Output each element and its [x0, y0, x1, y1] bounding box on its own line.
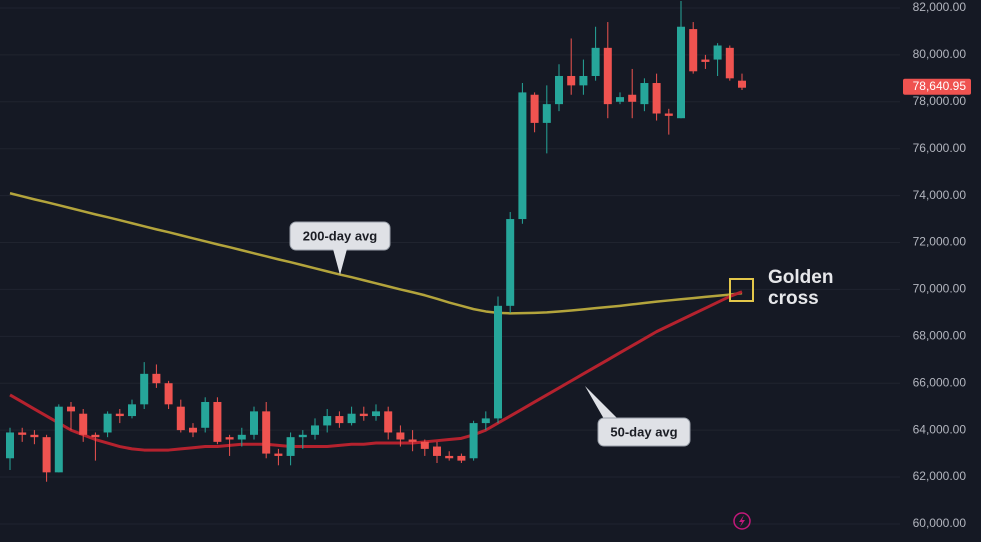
candle-body	[225, 437, 234, 440]
callout-pointer	[333, 249, 347, 275]
price-axis: 60,000.00 62,000.00 64,000.00 66,000.00 68,0…	[903, 0, 971, 530]
y-tick-label: 78,000.00	[913, 94, 967, 108]
candle-body	[433, 446, 441, 456]
moving-average-line	[9, 290, 743, 452]
y-tick-label: 76,000.00	[913, 141, 967, 155]
candle-body	[506, 219, 515, 306]
candle-body	[628, 94, 637, 102]
candle-body	[652, 83, 661, 114]
y-tick-label: 60,000.00	[913, 516, 967, 530]
candle-body	[67, 406, 75, 412]
candle-body	[738, 80, 746, 88]
candle-body	[469, 423, 478, 459]
candle-body	[115, 413, 124, 417]
candle-body	[335, 416, 344, 424]
y-tick-label: 74,000.00	[913, 188, 967, 202]
legend-label: 200-day avg	[303, 228, 377, 243]
golden-cross-marker	[729, 278, 754, 302]
moving-averages	[9, 192, 743, 452]
candle-body	[164, 383, 173, 405]
candle-body	[372, 411, 380, 417]
last-price-label: 78,640.95	[913, 79, 967, 93]
candle-body	[396, 432, 405, 440]
candle-body	[323, 416, 332, 426]
candle-body	[201, 401, 210, 428]
candle-body	[311, 425, 319, 435]
candle-body	[567, 75, 576, 86]
candle-body	[384, 411, 393, 433]
grid	[0, 7, 900, 525]
candle-body	[347, 413, 356, 424]
y-tick-label: 64,000.00	[913, 422, 967, 436]
candle-body	[262, 411, 271, 454]
candle-body	[518, 92, 527, 220]
candle-body	[274, 453, 283, 456]
callout-50: 50-day avg	[585, 386, 691, 447]
candle-body	[18, 432, 27, 435]
bolt-icon[interactable]	[733, 512, 751, 530]
y-tick-label: 68,000.00	[913, 328, 967, 342]
bolt-circle[interactable]	[733, 512, 751, 530]
candle-body	[616, 97, 624, 102]
last-price-box	[903, 78, 971, 95]
candle-body	[481, 418, 490, 424]
candle-body	[189, 427, 197, 433]
callout-pointer	[585, 386, 618, 419]
candle-body	[140, 373, 149, 405]
candle-body	[250, 411, 258, 435]
candle-body	[30, 434, 39, 438]
callout-box	[597, 417, 691, 447]
candle-body	[103, 413, 112, 433]
candle-body	[213, 401, 222, 442]
candle-body	[445, 455, 454, 459]
candle-body	[420, 441, 429, 449]
candle-body	[152, 373, 161, 384]
candle-body	[128, 404, 136, 417]
annotation: Golden cross	[768, 267, 834, 309]
candle-body	[91, 434, 100, 438]
candle-body	[542, 104, 551, 123]
candle-body	[725, 47, 734, 79]
candle-body	[298, 434, 307, 438]
candle-body	[664, 113, 673, 116]
candle-body	[494, 305, 502, 419]
candle-body	[689, 29, 698, 72]
candle-body	[591, 47, 600, 76]
candles	[6, 0, 746, 482]
candle-body	[677, 26, 685, 119]
y-tick-label: 72,000.00	[913, 235, 967, 249]
legend-label: 50-day avg	[610, 424, 677, 439]
candle-body	[457, 455, 466, 461]
moving-average-line	[9, 192, 743, 315]
candle-body	[6, 432, 14, 459]
candle-body	[701, 59, 710, 62]
candle-body	[54, 406, 63, 473]
y-tick-label: 62,000.00	[913, 469, 967, 483]
candle-body	[603, 47, 612, 105]
y-tick-label: 80,000.00	[913, 47, 967, 61]
candle-body	[713, 45, 722, 60]
bolt[interactable]	[739, 515, 745, 527]
candle-body	[555, 75, 563, 105]
candle-body	[579, 75, 588, 86]
candle-body	[286, 437, 295, 456]
candle-body	[640, 83, 649, 105]
y-tick-label: 70,000.00	[913, 282, 967, 296]
candle-body	[42, 437, 51, 473]
candle-body	[79, 413, 88, 435]
candle-body	[237, 434, 246, 440]
candle-body	[530, 94, 539, 123]
y-tick-label: 66,000.00	[913, 375, 967, 389]
candle-body	[176, 406, 185, 431]
callout-200: 200-day avg	[289, 221, 391, 275]
candle-body	[408, 439, 417, 442]
candle-body	[359, 413, 368, 417]
y-tick-label: 82,000.00	[913, 0, 967, 14]
